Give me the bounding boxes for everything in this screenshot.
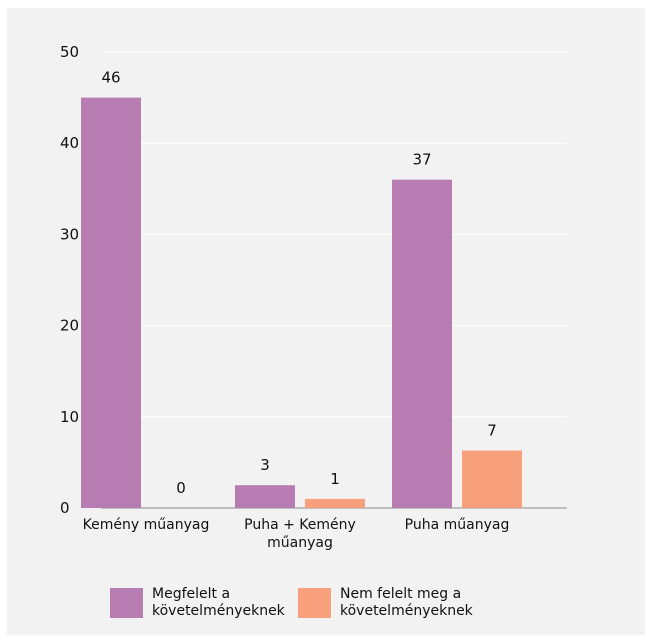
legend-swatch bbox=[298, 588, 331, 618]
legend-label: követelményeknek bbox=[152, 603, 286, 619]
data-label: 1 bbox=[330, 470, 340, 488]
category-label: Puha + Kemény bbox=[244, 517, 356, 533]
data-label: 0 bbox=[176, 479, 186, 497]
bar bbox=[235, 485, 295, 508]
legend-label: Nem felelt meg a bbox=[340, 586, 461, 602]
data-label: 3 bbox=[260, 456, 270, 474]
bar bbox=[81, 97, 141, 508]
data-label: 46 bbox=[101, 69, 120, 87]
data-label: 37 bbox=[412, 151, 431, 169]
legend-label: követelményeknek bbox=[340, 603, 474, 619]
y-tick-label: 50 bbox=[60, 43, 79, 61]
category-label: Puha műanyag bbox=[405, 517, 510, 533]
y-tick-label: 10 bbox=[60, 408, 79, 426]
y-tick-label: 40 bbox=[60, 134, 79, 152]
bar bbox=[305, 498, 365, 508]
bar bbox=[392, 179, 452, 508]
bar bbox=[462, 450, 522, 508]
y-tick-label: 20 bbox=[60, 317, 79, 335]
chart-card: 0 10 20 30 40 50 46 3 37 0 1 7 Kemény műanyag Puha + … bbox=[7, 8, 645, 635]
category-label: műanyag bbox=[267, 535, 333, 551]
data-label: 7 bbox=[487, 422, 497, 440]
legend-swatch bbox=[110, 588, 143, 618]
y-tick-label: 0 bbox=[60, 499, 70, 517]
bar-chart: 0 10 20 30 40 50 46 3 37 0 1 7 Kemény műanyag Puha + … bbox=[60, 43, 567, 619]
category-label: Kemény műanyag bbox=[83, 517, 210, 533]
y-tick-label: 30 bbox=[60, 225, 79, 243]
legend-label: Megfelelt a bbox=[152, 586, 230, 602]
